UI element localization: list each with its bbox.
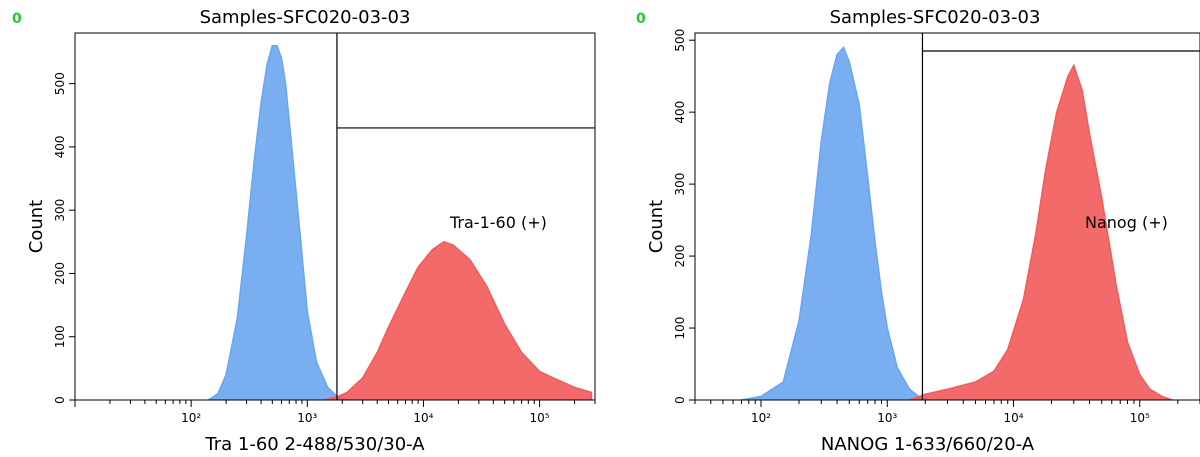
histogram-panel-1: 0 Samples-SFC020-03-03 Tra-1-60 (+) 10² 10³ 1…: [12, 7, 596, 455]
corner-label: 0: [636, 11, 646, 27]
y-tick-label: 500: [673, 29, 687, 52]
y-tick-label: 300: [53, 199, 67, 222]
y-tick-label: 300: [673, 173, 687, 196]
chart-title: Samples-SFC020-03-03: [200, 7, 411, 28]
y-tick-label: 0: [53, 396, 67, 404]
x-axis-label: Tra 1-60 2-488/530/30-A: [204, 434, 425, 455]
histogram-panel-2: 0 Samples-SFC020-03-03 Nanog (+) 10² 10³ 10⁴ 1…: [636, 7, 1200, 455]
y-axis-label: Count: [646, 200, 667, 253]
y-tick-label: 400: [673, 101, 687, 124]
x-tick-label: 10³: [297, 411, 317, 425]
y-tick-label: 400: [53, 135, 67, 158]
series-area-2: [324, 240, 593, 400]
x-tick-label: 10²: [751, 411, 771, 425]
plot-frame: [74, 32, 596, 401]
y-axis-label: Count: [26, 200, 47, 253]
y-tick-label: 200: [53, 262, 67, 285]
chart-title: Samples-SFC020-03-03: [830, 7, 1041, 28]
x-tick-label: 10²: [181, 411, 201, 425]
y-tick-label: 500: [53, 72, 67, 95]
gate-label: Tra-1-60 (+): [449, 213, 547, 232]
series-area-1: [741, 46, 931, 400]
gate-label: Nanog (+): [1085, 213, 1168, 232]
y-tick-label: 100: [53, 325, 67, 348]
x-tick-label: 10⁵: [530, 411, 550, 425]
series-area-1: [206, 44, 348, 400]
x-tick-label: 10⁴: [413, 411, 433, 425]
y-tick-label: 0: [673, 396, 687, 404]
x-tick-label: 10⁴: [1003, 411, 1023, 425]
corner-label: 0: [12, 11, 22, 27]
x-tick-label: 10⁵: [1130, 411, 1150, 425]
y-tick-label: 100: [673, 317, 687, 340]
x-axis-label: NANOG 1-633/660/20-A: [821, 434, 1035, 455]
y-tick-label: 200: [673, 245, 687, 268]
series-area-2: [909, 63, 1173, 400]
x-tick-label: 10³: [877, 411, 897, 425]
